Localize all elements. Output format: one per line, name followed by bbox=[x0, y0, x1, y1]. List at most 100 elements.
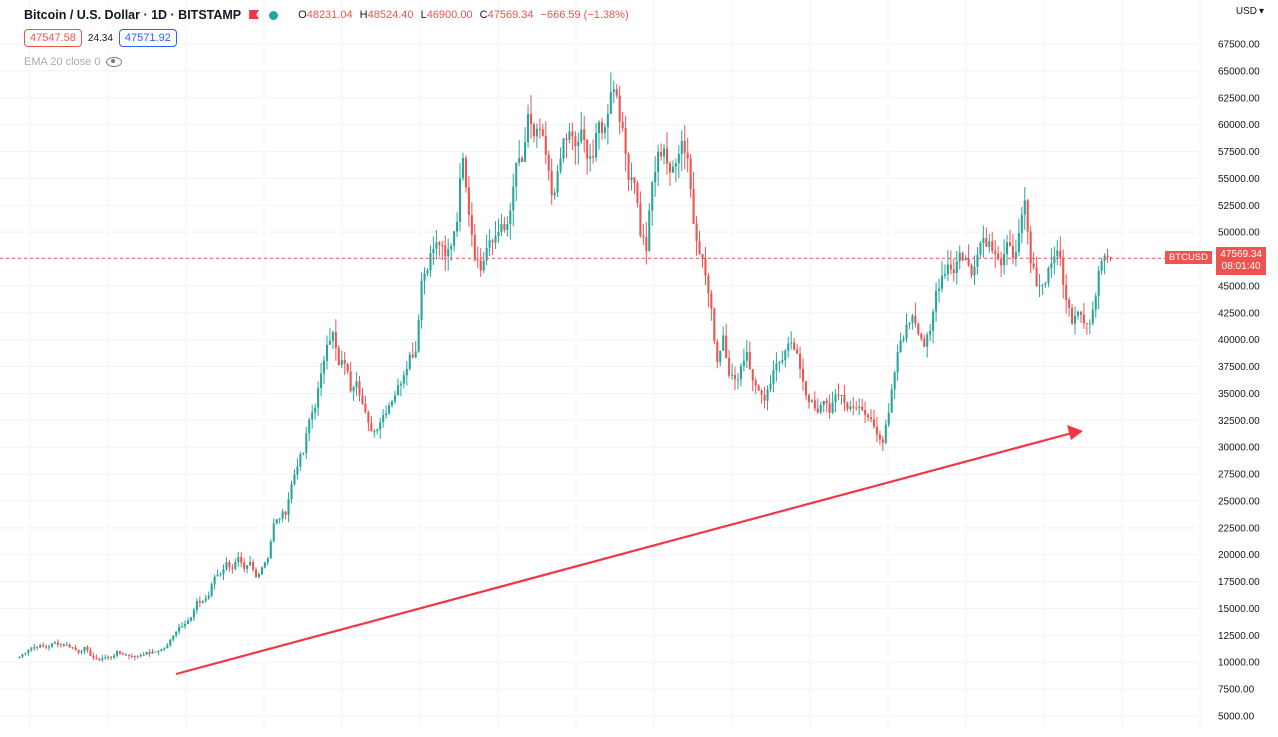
candle bbox=[1097, 265, 1100, 310]
eye-icon[interactable] bbox=[106, 57, 123, 67]
candle-body bbox=[249, 562, 252, 566]
price-tick-label: 52500.00 bbox=[1218, 201, 1260, 212]
candle bbox=[849, 400, 852, 412]
candle bbox=[50, 643, 54, 649]
currency-selector[interactable]: USD ▾ bbox=[1236, 6, 1264, 17]
candle-body bbox=[535, 128, 538, 137]
candle-body bbox=[290, 484, 293, 500]
candle-body bbox=[308, 419, 311, 434]
candle bbox=[985, 227, 988, 247]
candle-body bbox=[388, 405, 391, 414]
ohlc-high-label: H bbox=[359, 9, 368, 21]
sell-button[interactable]: 47547.58 bbox=[24, 29, 82, 47]
candle bbox=[742, 348, 745, 372]
candle bbox=[695, 216, 698, 256]
candle-body bbox=[946, 264, 949, 275]
candle-body bbox=[515, 162, 518, 187]
candle-body bbox=[441, 245, 444, 247]
candle-body bbox=[355, 381, 358, 388]
candle bbox=[95, 654, 98, 660]
candle-body bbox=[899, 340, 902, 353]
candle-body bbox=[524, 142, 527, 162]
candle-body bbox=[825, 400, 828, 404]
candle bbox=[293, 468, 296, 486]
candle bbox=[1050, 248, 1053, 278]
trade-buttons: 47547.58 24.34 47571.92 bbox=[24, 29, 177, 47]
candle bbox=[899, 332, 902, 353]
candle-body bbox=[731, 375, 734, 377]
candle-body bbox=[1071, 307, 1074, 324]
candle bbox=[39, 643, 42, 649]
candle-body bbox=[1082, 314, 1085, 324]
candle bbox=[172, 635, 175, 642]
candle-body bbox=[314, 407, 317, 413]
candle-body bbox=[577, 141, 580, 147]
flag-icon[interactable] bbox=[249, 10, 259, 20]
indicator-legend[interactable]: EMA 20 close 0 bbox=[24, 56, 123, 68]
candle-body bbox=[955, 261, 958, 274]
candle-body bbox=[541, 129, 544, 136]
candle bbox=[982, 225, 985, 258]
candle bbox=[385, 405, 388, 419]
candle bbox=[42, 642, 45, 648]
candle bbox=[376, 428, 379, 435]
candle bbox=[518, 140, 521, 167]
candle-body bbox=[343, 360, 346, 364]
price-tick-label: 10000.00 bbox=[1218, 658, 1260, 669]
candle-body bbox=[609, 92, 612, 114]
candle-body bbox=[349, 371, 352, 392]
candle-body bbox=[1011, 246, 1014, 258]
candle bbox=[911, 313, 914, 330]
candle bbox=[722, 326, 725, 351]
candle-body bbox=[1050, 263, 1053, 269]
candle bbox=[875, 417, 878, 443]
candle bbox=[101, 655, 104, 663]
candle bbox=[1079, 310, 1082, 324]
candle bbox=[760, 388, 763, 404]
candle bbox=[222, 564, 225, 580]
candle-body bbox=[151, 651, 154, 654]
candle-body bbox=[869, 417, 873, 420]
candle-body bbox=[113, 655, 116, 658]
buy-button[interactable]: 47571.92 bbox=[118, 29, 177, 47]
candle-body bbox=[559, 158, 562, 172]
candle-body bbox=[65, 644, 68, 646]
candle bbox=[825, 397, 828, 413]
candle bbox=[624, 115, 627, 172]
candle bbox=[553, 188, 556, 200]
candle-body bbox=[680, 141, 683, 155]
candle-body bbox=[884, 424, 887, 443]
candle bbox=[1091, 301, 1094, 326]
candle bbox=[1032, 252, 1035, 270]
candle bbox=[828, 394, 831, 419]
price-tick-label: 35000.00 bbox=[1218, 389, 1260, 400]
candle bbox=[512, 173, 515, 227]
symbol-title[interactable]: Bitcoin / U.S. Dollar · 1D · BITSTAMP bbox=[24, 8, 242, 22]
candle bbox=[736, 372, 740, 390]
candle-body bbox=[935, 290, 938, 312]
candle bbox=[337, 345, 340, 366]
candle bbox=[405, 361, 408, 386]
candle-body bbox=[991, 241, 994, 251]
candle bbox=[278, 517, 281, 524]
candle-body bbox=[405, 368, 408, 376]
price-tick-label: 5000.00 bbox=[1218, 712, 1255, 723]
candle bbox=[654, 156, 657, 197]
candle bbox=[74, 645, 77, 651]
candle-body bbox=[1109, 256, 1112, 259]
candle bbox=[479, 248, 482, 277]
candle bbox=[320, 362, 323, 397]
candle bbox=[423, 267, 426, 295]
ohlc-open: 48231.04 bbox=[306, 9, 353, 21]
candle bbox=[379, 417, 382, 439]
candle-body bbox=[952, 269, 955, 274]
candle bbox=[207, 591, 210, 601]
candle bbox=[733, 366, 737, 390]
candle bbox=[441, 240, 444, 261]
candle bbox=[269, 539, 272, 560]
candle-body bbox=[754, 380, 757, 386]
market-status-icon bbox=[269, 10, 279, 20]
candle bbox=[837, 383, 840, 401]
candle bbox=[56, 639, 59, 648]
